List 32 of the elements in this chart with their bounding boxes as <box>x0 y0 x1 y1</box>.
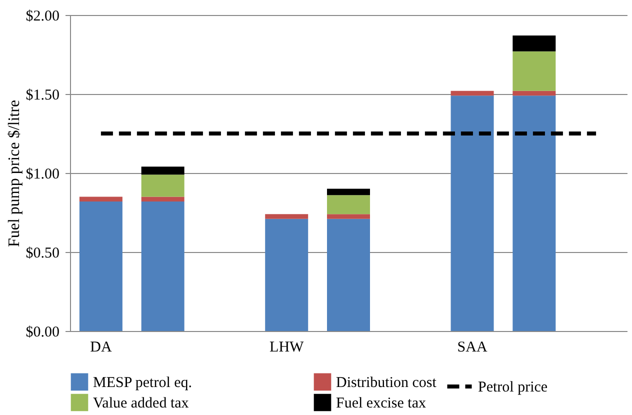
bar <box>141 196 184 202</box>
bar <box>327 195 370 214</box>
legend-label: Value added tax <box>93 396 190 412</box>
x-tick-label: SAA <box>457 340 488 356</box>
bar <box>327 218 370 331</box>
legend-label: MESP petrol eq. <box>93 374 192 391</box>
bar <box>512 51 556 91</box>
bar <box>141 174 184 197</box>
bar <box>450 90 494 96</box>
bar <box>512 90 556 96</box>
y-tick-label: $1.00 <box>26 166 60 182</box>
bar <box>141 201 184 331</box>
bar <box>265 218 308 331</box>
y-tick-label: $2.00 <box>26 8 60 24</box>
x-tick-label: DA <box>90 340 112 356</box>
legend-label: Fuel excise tax <box>336 396 426 412</box>
y-axis-title: Fuel pump price $/litre <box>6 100 23 248</box>
bar <box>79 201 122 331</box>
bar <box>450 96 494 331</box>
bar <box>512 96 556 331</box>
x-tick-label: LHW <box>270 340 305 356</box>
bar <box>327 214 370 219</box>
bar <box>141 166 184 175</box>
y-tick-label: $0.00 <box>26 324 60 340</box>
bar <box>512 36 556 52</box>
legend-label: Petrol price <box>478 380 548 396</box>
bar <box>327 188 370 196</box>
legend-label: Distribution cost <box>336 374 438 391</box>
y-tick-label: $1.50 <box>26 88 60 104</box>
y-tick-label: $0.50 <box>26 246 60 262</box>
bar <box>79 196 122 202</box>
bar <box>265 214 308 219</box>
